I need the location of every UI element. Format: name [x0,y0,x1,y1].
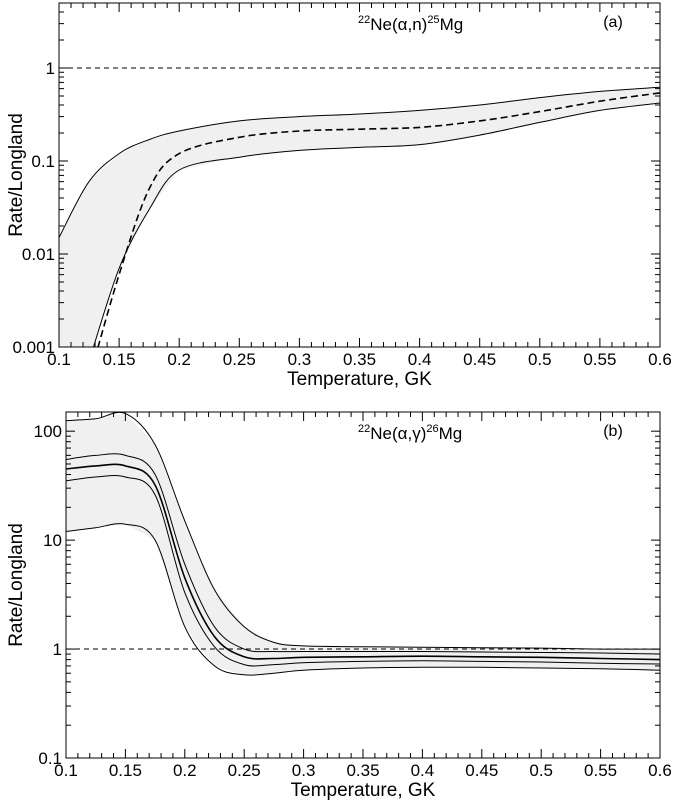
panel-a: 0.1 0.15 0.2 0.25 0.3 0.35 0.4 0.45 0.5 0.55 0.6 0.… [6,3,672,390]
title-post-superscript: 26 [426,423,438,435]
title-post-text: Mg [439,424,463,443]
x-tick-label: 0.45 [463,350,496,369]
y-tick-label: 0.1 [38,749,62,768]
x-tick-label: 0.6 [648,761,672,780]
x-axis-label: Temperature, GK [287,369,432,390]
panel-tag: (b) [603,423,623,440]
x-tick-label: 0.55 [584,761,617,780]
x-tick-label: 0.3 [288,350,312,369]
plot-area [59,68,660,379]
x-tick-label: 0.15 [109,761,142,780]
x-axis-label: Temperature, GK [291,780,436,800]
uncertainty-band [66,414,660,675]
x-tick-label: 0.35 [343,350,376,369]
x-tick-label: 0.15 [103,350,136,369]
y-tick-label: 0.1 [31,152,55,171]
x-tick-label: 0.55 [583,350,616,369]
x-tick-label: 0.5 [529,761,553,780]
x-tick-label: 0.25 [223,350,256,369]
x-tick-label: 0.4 [408,350,432,369]
x-tick-label: 0.45 [465,761,498,780]
x-tick-label: 0.4 [411,761,435,780]
x-tick-label: 0.25 [228,761,261,780]
panel-tag: (a) [603,14,623,31]
reaction-title: 22Ne(α,n)25Mg [358,14,463,34]
title-post-superscript: 25 [427,14,439,26]
x-tick-label: 0.35 [346,761,379,780]
x-tick-label: 0.5 [528,350,552,369]
title-post-text: Mg [440,15,464,34]
title-pre-superscript: 22 [358,14,370,26]
title-pre-superscript: 22 [358,423,370,435]
x-tick-label: 0.2 [167,350,191,369]
y-tick-label: 0.001 [12,338,55,357]
y-tick-label: 0.01 [22,245,55,264]
x-tick-label: 0.3 [292,761,316,780]
plot-area [66,412,660,675]
y-tick-label: 1 [53,640,62,659]
y-tick-label: 1 [46,59,55,78]
x-tick-label: 0.6 [648,350,672,369]
y-tick-label: 100 [34,422,62,441]
y-tick-label: 10 [43,531,62,550]
title-main-text: Ne(α,γ) [370,424,426,443]
x-tick-label: 0.2 [173,761,197,780]
y-axis-label: Rate/Longland [6,113,27,237]
reaction-title: 22Ne(α,γ)26Mg [358,423,462,443]
y-axis-label: Rate/Longland [6,523,27,647]
title-main-text: Ne(α,n) [370,15,427,34]
